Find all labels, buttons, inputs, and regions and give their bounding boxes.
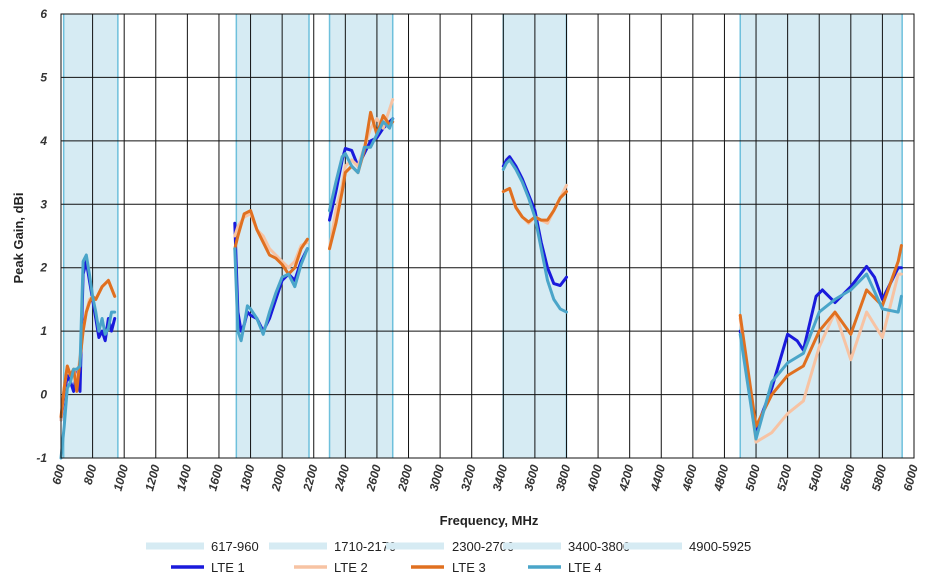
x-tick-label: 2200 <box>300 463 321 494</box>
x-tick-label: 4800 <box>711 463 732 494</box>
legend-label-band: 2300-2700 <box>452 539 514 554</box>
x-tick-label: 2400 <box>332 463 353 494</box>
series-lte-2-segment-5 <box>738 272 903 444</box>
y-tick-label: 5 <box>40 70 47 84</box>
x-tick-label: 600 <box>49 463 68 486</box>
series-lines <box>59 98 903 460</box>
band-2300-2700 <box>329 14 393 458</box>
x-tick-label: 5600 <box>837 463 858 493</box>
series-lte-3-segment-2 <box>233 209 309 276</box>
x-tick-label: 2600 <box>363 463 384 494</box>
y-tick-label: 4 <box>39 134 47 148</box>
series-lte-3-segment-1 <box>59 278 117 419</box>
series-lte-4-segment-4 <box>501 158 568 314</box>
y-axis-title: Peak Gain, dBi <box>11 192 26 283</box>
y-tick-label: 3 <box>40 197 47 211</box>
series-lte-4-segment-1 <box>59 253 117 460</box>
legend-label-series: LTE 1 <box>211 560 245 575</box>
x-tick-label: 3200 <box>458 463 479 493</box>
series-lte-4-segment-2 <box>233 247 309 343</box>
x-axis-title: Frequency, MHz <box>440 513 539 528</box>
legend-label-band: 1710-2170 <box>334 539 396 554</box>
band-617-960 <box>63 14 118 458</box>
x-tick-label: 5800 <box>869 463 890 493</box>
legend: 617-960 1710-2170 2300-2700 3400-3800 4900-5… <box>146 539 751 575</box>
plot-frame <box>60 13 915 459</box>
x-tick-label: 1200 <box>142 463 163 493</box>
x-tick-label: 1600 <box>205 463 226 493</box>
x-tick-label: 5000 <box>743 463 764 493</box>
series-lte-1-segment-5 <box>738 264 903 431</box>
series-lte-4-segment-5 <box>738 272 903 441</box>
band-shading <box>62 14 903 458</box>
y-tick-label: 0 <box>40 388 47 402</box>
x-tick-label: 6000 <box>900 463 921 493</box>
x-tick-label: 800 <box>81 463 100 486</box>
x-tick-label: 1400 <box>174 463 195 493</box>
x-tick-label: 1000 <box>111 463 132 493</box>
x-tick-label: 4400 <box>647 463 668 494</box>
y-tick-label: 6 <box>40 7 47 21</box>
band-1710-2170 <box>236 14 310 458</box>
legend-label-series: LTE 3 <box>452 560 486 575</box>
y-tick-label: 2 <box>39 261 47 275</box>
series-lte-3-segment-5 <box>738 244 903 428</box>
y-tick-label: -1 <box>36 451 47 465</box>
x-tick-label: 5200 <box>774 463 795 493</box>
band-4900-5925 <box>740 14 903 458</box>
x-tick-label: 4600 <box>679 463 700 494</box>
x-tick-label: 1800 <box>237 463 258 493</box>
x-tick-label: 3600 <box>521 463 542 493</box>
x-tick-label: 3800 <box>553 463 574 493</box>
x-tick-label: 4200 <box>616 463 637 494</box>
legend-label-series: LTE 2 <box>334 560 368 575</box>
x-tick-label: 4000 <box>584 463 605 494</box>
x-tick-label: 3400 <box>490 463 511 493</box>
legend-label-band: 3400-3800 <box>568 539 630 554</box>
legend-label-band: 4900-5925 <box>689 539 751 554</box>
x-tick-label: 2800 <box>395 463 416 494</box>
x-tick-label: 2000 <box>268 463 289 494</box>
legend-label-series: LTE 4 <box>568 560 602 575</box>
series-lte-4-segment-3 <box>328 117 395 213</box>
y-tick-label: 1 <box>40 324 47 338</box>
legend-label-band: 617-960 <box>211 539 259 554</box>
x-tick-label: 3000 <box>427 463 448 493</box>
x-tick-label: 5400 <box>806 463 827 493</box>
